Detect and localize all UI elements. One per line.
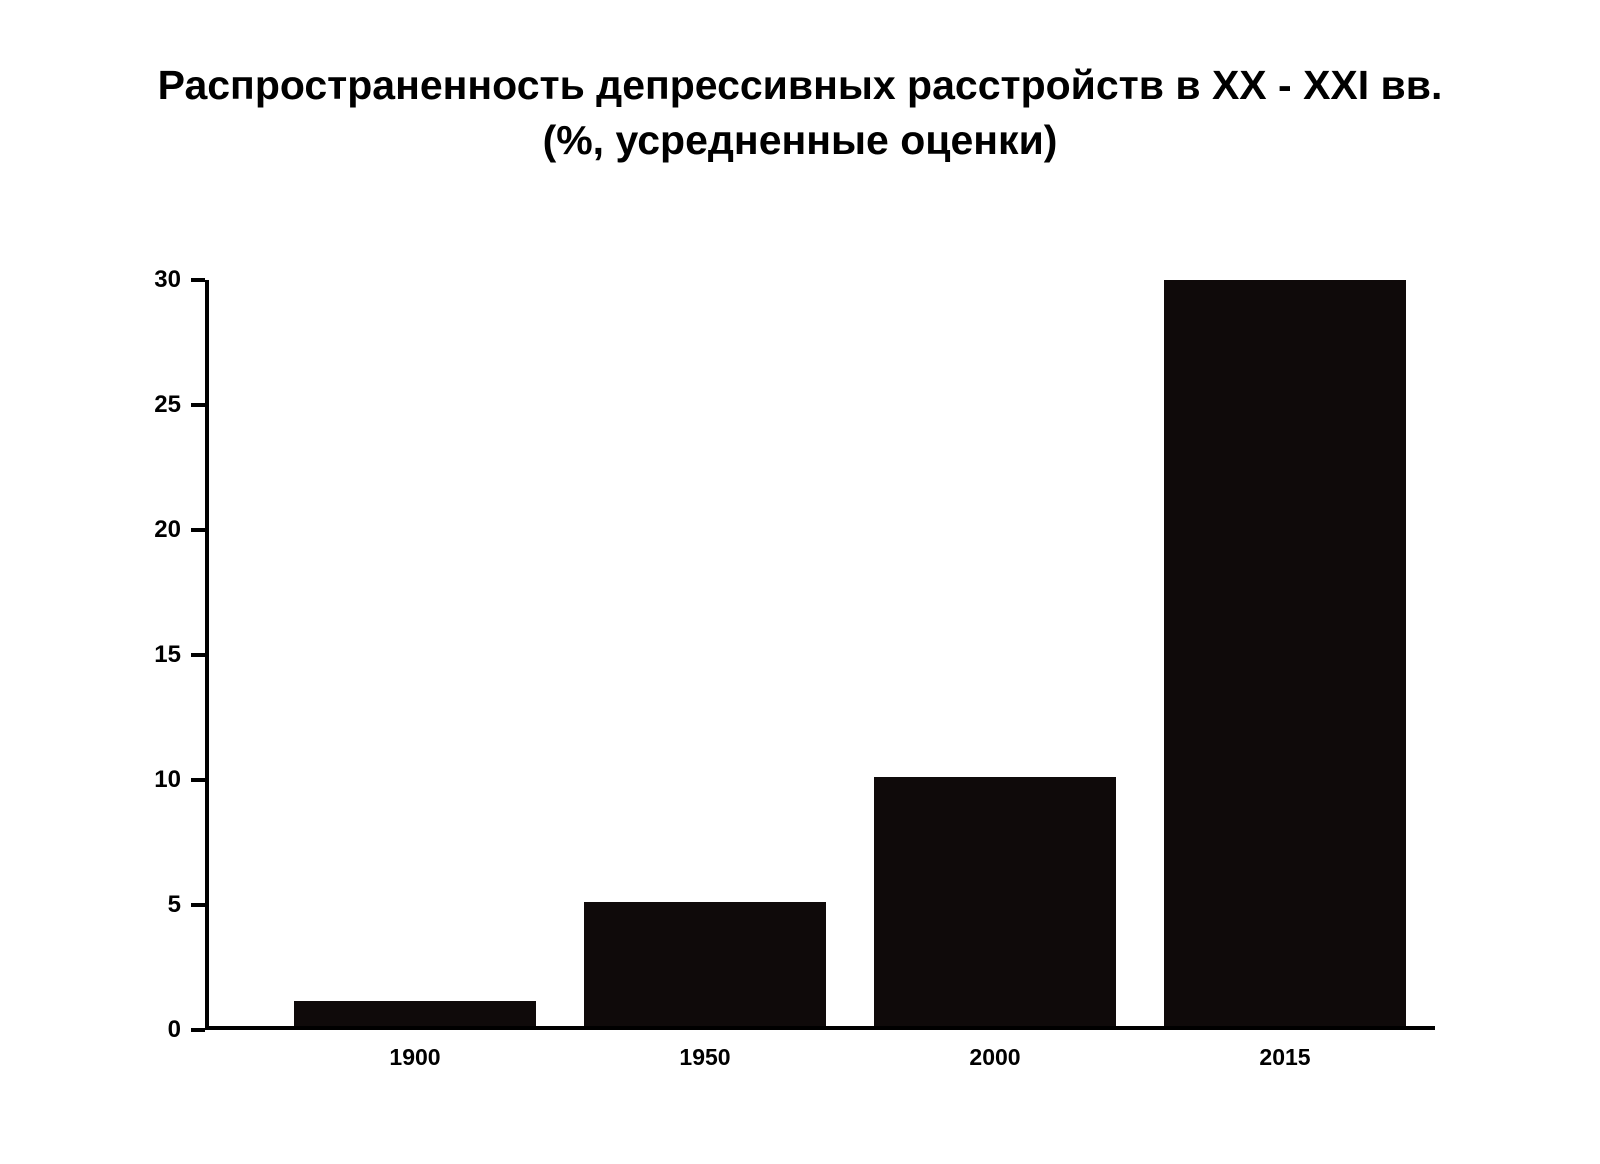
- y-axis: [205, 280, 209, 1030]
- y-tick: [191, 403, 205, 407]
- plot-area: 0510152025301900195020002015: [205, 280, 1435, 1030]
- y-tick-label: 15: [121, 641, 181, 669]
- y-tick-label: 0: [121, 1016, 181, 1044]
- chart-container: Распространенность депрессивных расстрой…: [0, 0, 1600, 1164]
- y-tick: [191, 278, 205, 282]
- x-tick-label: 2000: [969, 1044, 1020, 1071]
- x-axis: [205, 1026, 1435, 1030]
- y-tick-label: 5: [121, 891, 181, 919]
- chart-title-line1: Распространенность депрессивных расстрой…: [158, 62, 1443, 108]
- bar: [874, 777, 1116, 1026]
- bar: [294, 1001, 536, 1026]
- y-tick: [191, 653, 205, 657]
- y-tick-label: 20: [121, 516, 181, 544]
- x-tick-label: 1900: [389, 1044, 440, 1071]
- y-tick: [191, 903, 205, 907]
- bar: [1164, 280, 1406, 1026]
- y-tick: [191, 1028, 205, 1032]
- chart-title-line2: (%, усредненные оценки): [543, 117, 1058, 163]
- y-tick-label: 30: [121, 266, 181, 294]
- x-tick-label: 1950: [679, 1044, 730, 1071]
- y-tick-label: 10: [121, 766, 181, 794]
- x-tick-label: 2015: [1259, 1044, 1310, 1071]
- y-tick: [191, 528, 205, 532]
- bar: [584, 902, 826, 1026]
- y-tick: [191, 778, 205, 782]
- y-tick-label: 25: [121, 391, 181, 419]
- chart-title: Распространенность депрессивных расстрой…: [0, 0, 1600, 169]
